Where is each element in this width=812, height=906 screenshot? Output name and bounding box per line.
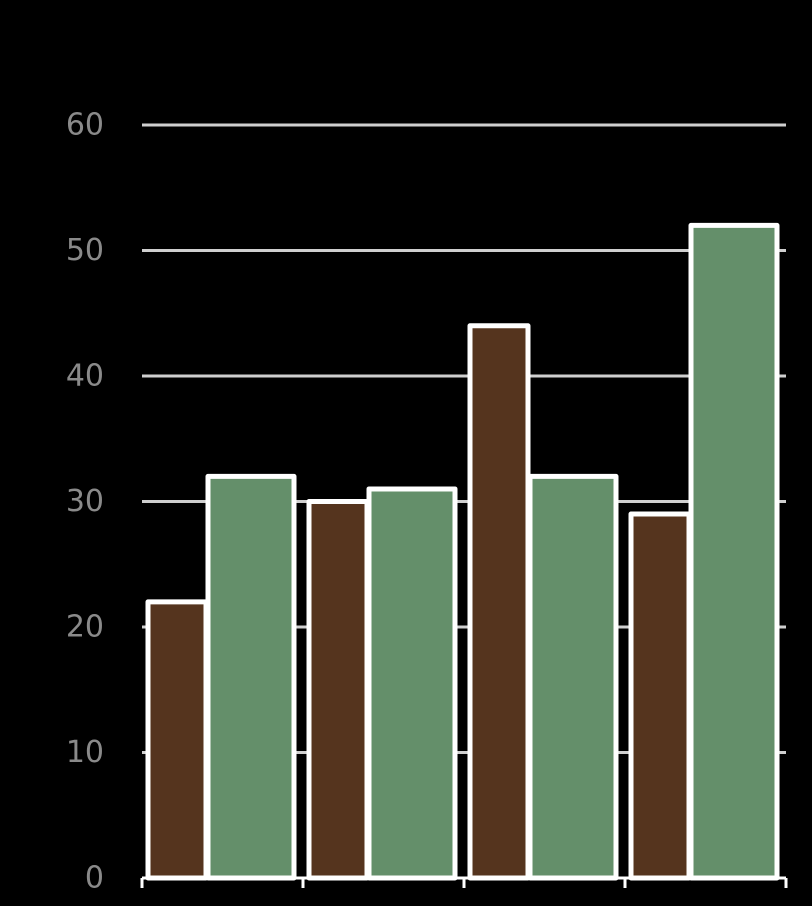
y-tick-label-20: 20: [66, 610, 104, 645]
y-tick-label-50: 50: [66, 233, 104, 268]
bar-series-2-group-4: [688, 222, 780, 881]
y-axis-tick-labels: 0 10 20 30 40 50 60: [66, 108, 104, 896]
bar-series-2-group-1: [205, 473, 297, 881]
y-tick-label-40: 40: [66, 359, 104, 394]
bar-series-1-group-3: [467, 323, 531, 881]
y-tick-label-0: 0: [85, 861, 104, 896]
bars: [145, 222, 780, 881]
bar-series-2-group-2: [366, 486, 458, 881]
bar-series-2-group-3: [527, 473, 619, 881]
y-tick-label-60: 60: [66, 108, 104, 143]
bar-series-1-group-2: [306, 499, 370, 881]
y-tick-label-10: 10: [66, 735, 104, 770]
bar-series-1-group-4: [628, 511, 692, 881]
y-tick-label-30: 30: [66, 484, 104, 519]
bar-series-1-group-1: [145, 599, 209, 881]
x-axis: [140, 876, 788, 888]
